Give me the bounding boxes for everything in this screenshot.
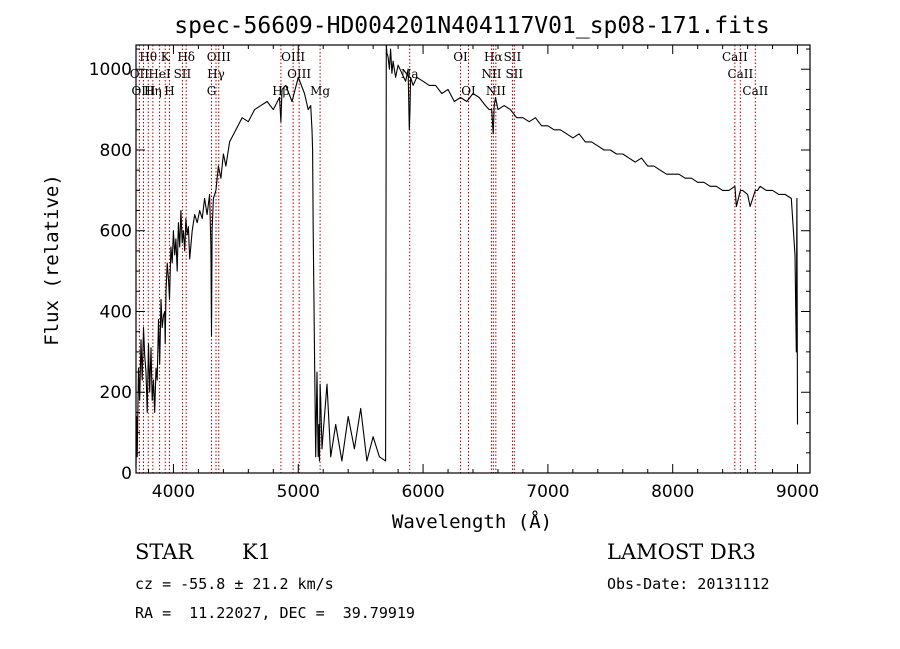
spectral-line-label: Hη: [144, 84, 162, 98]
object-subclass: K1: [242, 540, 272, 564]
y-tick-label: 1000: [89, 60, 132, 80]
x-tick-label: 5000: [277, 482, 320, 502]
plot-frame: [135, 44, 811, 474]
y-tick-label: 600: [100, 222, 132, 242]
spectrum-layer: [135, 44, 799, 465]
redshift-text: cz = -55.8 ± 21.2 km/s: [135, 575, 334, 593]
spectral-line-label: OIII: [287, 67, 311, 81]
spectral-line-label: H: [164, 84, 174, 98]
x-tick-label: 6000: [401, 482, 444, 502]
spectral-line-label: OI: [453, 50, 468, 64]
spectral-line-label: CaII: [722, 50, 748, 64]
spectral-line-label: G: [207, 84, 217, 98]
obs-date-text: Obs-Date: 20131112: [607, 575, 770, 593]
x-tick-label: 4000: [152, 482, 195, 502]
spectral-line-label: OIII: [281, 50, 305, 64]
coords-text: RA = 11.22027, DEC = 39.79919: [135, 604, 415, 622]
spectral-line-label: SII: [505, 67, 523, 81]
spectral-line-label: OIII: [207, 50, 231, 64]
spectral-line-label: CaII: [742, 84, 768, 98]
spectral-line-label: HeI: [148, 67, 171, 81]
spectral-line-label: Hδ: [177, 50, 195, 64]
y-tick-label: 400: [100, 302, 132, 322]
y-tick-label: 800: [100, 141, 132, 161]
spectrum-line: [135, 44, 799, 465]
spectral-line-label: NII: [481, 67, 501, 81]
spectral-line-label: NII: [486, 84, 506, 98]
spectral-line-label: Hβ: [272, 84, 289, 98]
x-axis-label: Wavelength (Å): [392, 510, 552, 533]
chart-title: spec-56609-HD004201N404117V01_sp08-171.f…: [174, 13, 769, 39]
spectral-line-label: OIII: [131, 84, 155, 98]
y-axis-label: Flux (relative): [41, 174, 63, 346]
x-tick-label: 7000: [526, 482, 569, 502]
spectral-line-label: CaII: [727, 67, 753, 81]
spectral-line-label: OII: [130, 67, 150, 81]
spectral-line-label: OI: [461, 84, 476, 98]
object-class: STAR: [135, 540, 194, 564]
spectral-line-label: Hα: [484, 50, 503, 64]
spectral-line-label: Hγ: [207, 67, 225, 81]
spectral-line-label: Na: [401, 67, 419, 81]
x-tick-label: 8000: [651, 482, 694, 502]
x-tick-label: 9000: [776, 482, 819, 502]
axis-ticks: 4000 5000 6000 7000 8000 9000 0 200 400 600 800 100…: [89, 45, 819, 502]
y-tick-label: 0: [121, 464, 132, 484]
spectral-line-label: K: [161, 50, 171, 64]
spectral-line-label: SII: [174, 67, 192, 81]
spectral-line-label: SII: [504, 50, 522, 64]
y-tick-label: 200: [100, 383, 132, 403]
spectral-line-label: Hθ: [139, 50, 157, 64]
spectral-line-label: Mg: [310, 84, 330, 98]
survey-label: LAMOST DR3: [607, 540, 756, 564]
